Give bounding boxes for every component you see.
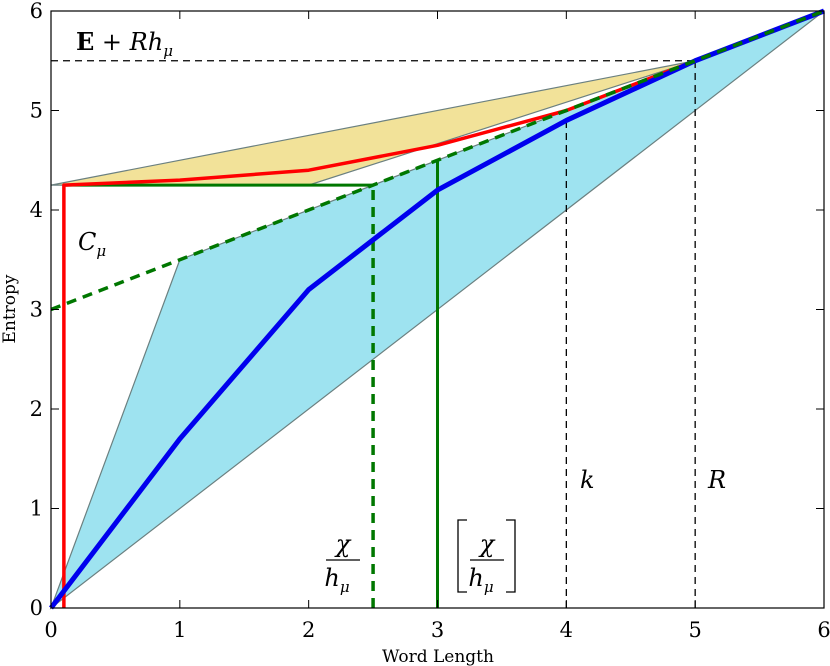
y-tick-label: 6 (30, 0, 43, 23)
green-dashed-series (50, 9, 825, 312)
ceil-chi-denominator: hμ (468, 564, 493, 596)
ceil-chi-over-h-label: χ hμ (457, 519, 516, 596)
x-tick-label: 4 (560, 618, 573, 642)
y-tick-label: 2 (30, 397, 43, 421)
x-tick-label: 6 (817, 618, 830, 642)
k-label: k (580, 466, 595, 494)
y-tick-label: 5 (30, 99, 43, 123)
ceil-chi-numerator: χ (478, 530, 496, 558)
y-tick-label: 4 (30, 198, 43, 222)
series-lines (49, 8, 825, 610)
reference-lines (51, 60, 696, 608)
chi-denominator: hμ (324, 564, 349, 596)
chi-over-h-label: χ hμ (324, 530, 360, 596)
excess-entropy-label: E + Rhμ (76, 27, 173, 60)
x-tick-label: 0 (44, 618, 57, 642)
chi-numerator: χ (334, 530, 352, 558)
r-label: R (707, 466, 726, 494)
x-tick-label: 5 (688, 618, 701, 642)
x-axis-label: Word Length (382, 647, 494, 666)
y-tick-label: 0 (30, 596, 43, 620)
y-tick-label: 1 (30, 497, 43, 521)
x-tick-label: 3 (431, 618, 444, 642)
axis-ticks: 0 1 2 3 4 5 6 0 1 2 3 4 5 6 (30, 0, 830, 642)
x-tick-label: 1 (173, 618, 186, 642)
statistical-complexity-label: Cμ (78, 228, 106, 260)
x-tick-label: 2 (302, 618, 315, 642)
blue-series (49, 8, 825, 610)
y-axis-label: Entropy (0, 274, 20, 343)
y-tick-label: 3 (30, 298, 43, 322)
